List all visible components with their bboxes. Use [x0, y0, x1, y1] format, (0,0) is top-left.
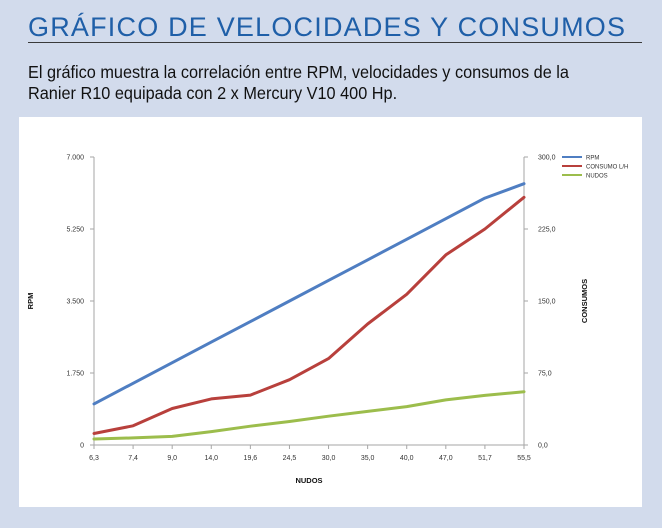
y-right-tick-label: 0,0 [538, 443, 548, 450]
x-tick-label: 6,3 [89, 455, 99, 462]
y-right-tick-label: 225,0 [538, 227, 556, 234]
x-tick-label: 51,7 [478, 455, 492, 462]
x-tick-label: 40,0 [400, 455, 414, 462]
y-right-tick-label: 75,0 [538, 371, 552, 378]
heading-divider [28, 42, 642, 43]
y-left-tick-label: 3.500 [66, 299, 84, 306]
series-line-rpm [92, 182, 526, 406]
legend-label: RPM [586, 156, 599, 162]
series-line-consumo-l-h [92, 195, 526, 435]
y-left-tick-label: 1.750 [66, 371, 84, 378]
x-tick-label: 24,5 [283, 455, 297, 462]
x-tick-label: 35,0 [361, 455, 375, 462]
y-axis-left-title: RPM [26, 293, 35, 310]
x-tick-label: 30,0 [322, 455, 336, 462]
y-axis-right-title: CONSUMOS [580, 279, 589, 323]
speed-consumption-chart: 6,3 7,4 9,0 14,0 19,6 24,5 30,0 35,0 40,0 47,0 51,… [26, 155, 628, 486]
x-tick-label: 55,5 [517, 455, 531, 462]
x-tick-label: 19,6 [244, 455, 258, 462]
x-tick-label: 7,4 [128, 455, 138, 462]
x-tick-label: 9,0 [167, 455, 177, 462]
y-right-tick-label: 300,0 [538, 155, 556, 162]
x-tick-label: 47,0 [439, 455, 453, 462]
chart-description: El gráfico muestra la correlación entre … [28, 62, 569, 103]
legend-label: NUDOS [586, 174, 608, 180]
series-line-nudos [92, 390, 526, 441]
page-heading: GRÁFICO DE VELOCIDADES Y CONSUMOS [28, 12, 627, 42]
y-left-tick-label: 5.250 [66, 227, 84, 234]
legend-label: CONSUMO L/H [586, 165, 628, 171]
y-right-tick-label: 150,0 [538, 299, 556, 306]
x-tick-label: 14,0 [204, 455, 218, 462]
chart-panel: 6,3 7,4 9,0 14,0 19,6 24,5 30,0 35,0 40,0 47,0 51,… [19, 117, 642, 507]
x-axis-title: NUDOS [295, 476, 322, 485]
y-left-tick-label: 7.000 [66, 155, 84, 162]
y-left-tick-label: 0 [80, 443, 84, 450]
